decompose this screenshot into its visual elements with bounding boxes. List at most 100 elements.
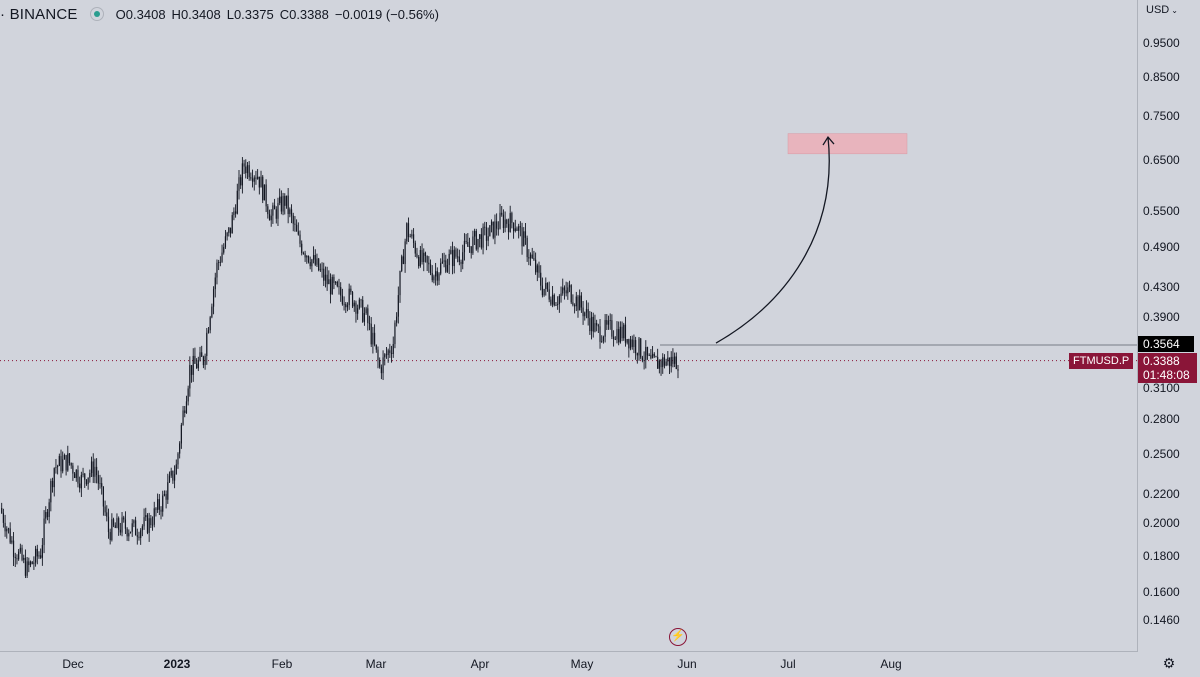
target-zone-rect[interactable] [787, 133, 908, 155]
candle-body [260, 176, 262, 188]
candle-body [409, 236, 411, 238]
candle-body [377, 349, 379, 361]
candle-body [596, 323, 598, 326]
candle-body [290, 209, 293, 216]
candle-body [151, 524, 154, 526]
candle-body [362, 299, 364, 322]
candle-body [357, 308, 359, 314]
candle-body [321, 268, 323, 270]
candle-body [592, 316, 594, 332]
candle-body [653, 353, 655, 357]
candle-body [479, 234, 481, 239]
candle-body [585, 309, 588, 313]
candle-body [241, 163, 243, 186]
candle-body [650, 355, 652, 359]
gear-icon[interactable]: ⚙ [1162, 655, 1176, 671]
candle-body [412, 234, 415, 243]
candle-body [419, 250, 421, 267]
candle-body [50, 480, 52, 503]
time-axis[interactable] [0, 651, 1137, 677]
candle-body [621, 326, 623, 339]
candle-body [468, 246, 471, 248]
candle-body [163, 493, 166, 496]
candle-body [485, 227, 488, 241]
candle-body [111, 519, 113, 541]
candle-body [640, 338, 642, 358]
candle-body [272, 205, 274, 216]
candle-body [214, 277, 216, 290]
candle-body [560, 293, 562, 296]
candle-body [231, 215, 233, 234]
currency-selector[interactable]: USD ⌄ [1146, 4, 1178, 16]
candle-body [336, 281, 338, 287]
candle-body [129, 531, 132, 534]
candle-body [536, 265, 538, 273]
candlestick-series [1, 157, 679, 579]
price-tick: 0.1800 [1143, 548, 1180, 563]
candle-body [282, 196, 284, 212]
last-price-value: 0.3388 [1143, 354, 1180, 368]
lightning-icon[interactable]: ⚡ [669, 628, 687, 646]
time-tick: Feb [271, 657, 293, 671]
candle-body [267, 206, 269, 215]
candle-body [635, 340, 637, 354]
candle-body [258, 176, 260, 188]
candle-body [212, 289, 215, 307]
candle-body [504, 219, 506, 228]
candle-body [62, 459, 64, 472]
candle-body [401, 256, 403, 271]
candle-body [104, 506, 106, 513]
candle-body [226, 232, 228, 237]
candle-body [523, 231, 525, 247]
arrow-head-icon [822, 135, 835, 146]
candle-body [645, 346, 647, 360]
candle-body [155, 508, 157, 510]
candle-body [33, 562, 35, 564]
candle-body [519, 226, 521, 228]
candle-body [211, 306, 213, 318]
candle-body [667, 357, 669, 362]
candle-body [190, 365, 193, 375]
candle-body [140, 530, 142, 539]
candle-body [204, 355, 206, 366]
price-axis[interactable] [1137, 0, 1200, 652]
candle-body [251, 178, 254, 182]
candle-body [328, 279, 330, 285]
candle-body [655, 356, 657, 358]
candle-body [238, 177, 240, 191]
candle-body [84, 473, 86, 480]
candle-body [580, 295, 582, 308]
candle-body [209, 317, 211, 331]
candle-body [477, 238, 479, 250]
candle-body [353, 302, 355, 307]
candle-body [70, 463, 72, 466]
candle-body [309, 261, 311, 267]
candle-body [367, 308, 369, 324]
candle-body [480, 234, 482, 248]
candle-body [121, 517, 123, 533]
candle-body [431, 273, 433, 281]
candle-body [28, 561, 30, 566]
candle-body [277, 203, 279, 219]
candle-body [546, 282, 549, 290]
candle-body [531, 254, 533, 259]
price-tick: 0.9500 [1143, 36, 1180, 50]
candle-body [136, 535, 138, 537]
candle-body [48, 502, 50, 517]
candle-body [292, 215, 294, 224]
candle-body [29, 561, 32, 566]
candle-body [607, 320, 610, 325]
candle-body [224, 236, 227, 248]
candle-body [570, 285, 572, 303]
price-chart[interactable] [0, 0, 1137, 651]
candle-body [602, 336, 605, 342]
candle-body [663, 357, 666, 366]
candle-body [177, 453, 179, 465]
candle-body [318, 258, 320, 271]
projection-arrow[interactable] [715, 137, 830, 344]
candle-body [304, 253, 306, 258]
candle-body [165, 493, 167, 500]
candle-body [672, 356, 674, 364]
candle-body [526, 237, 528, 258]
candle-body [94, 466, 96, 477]
